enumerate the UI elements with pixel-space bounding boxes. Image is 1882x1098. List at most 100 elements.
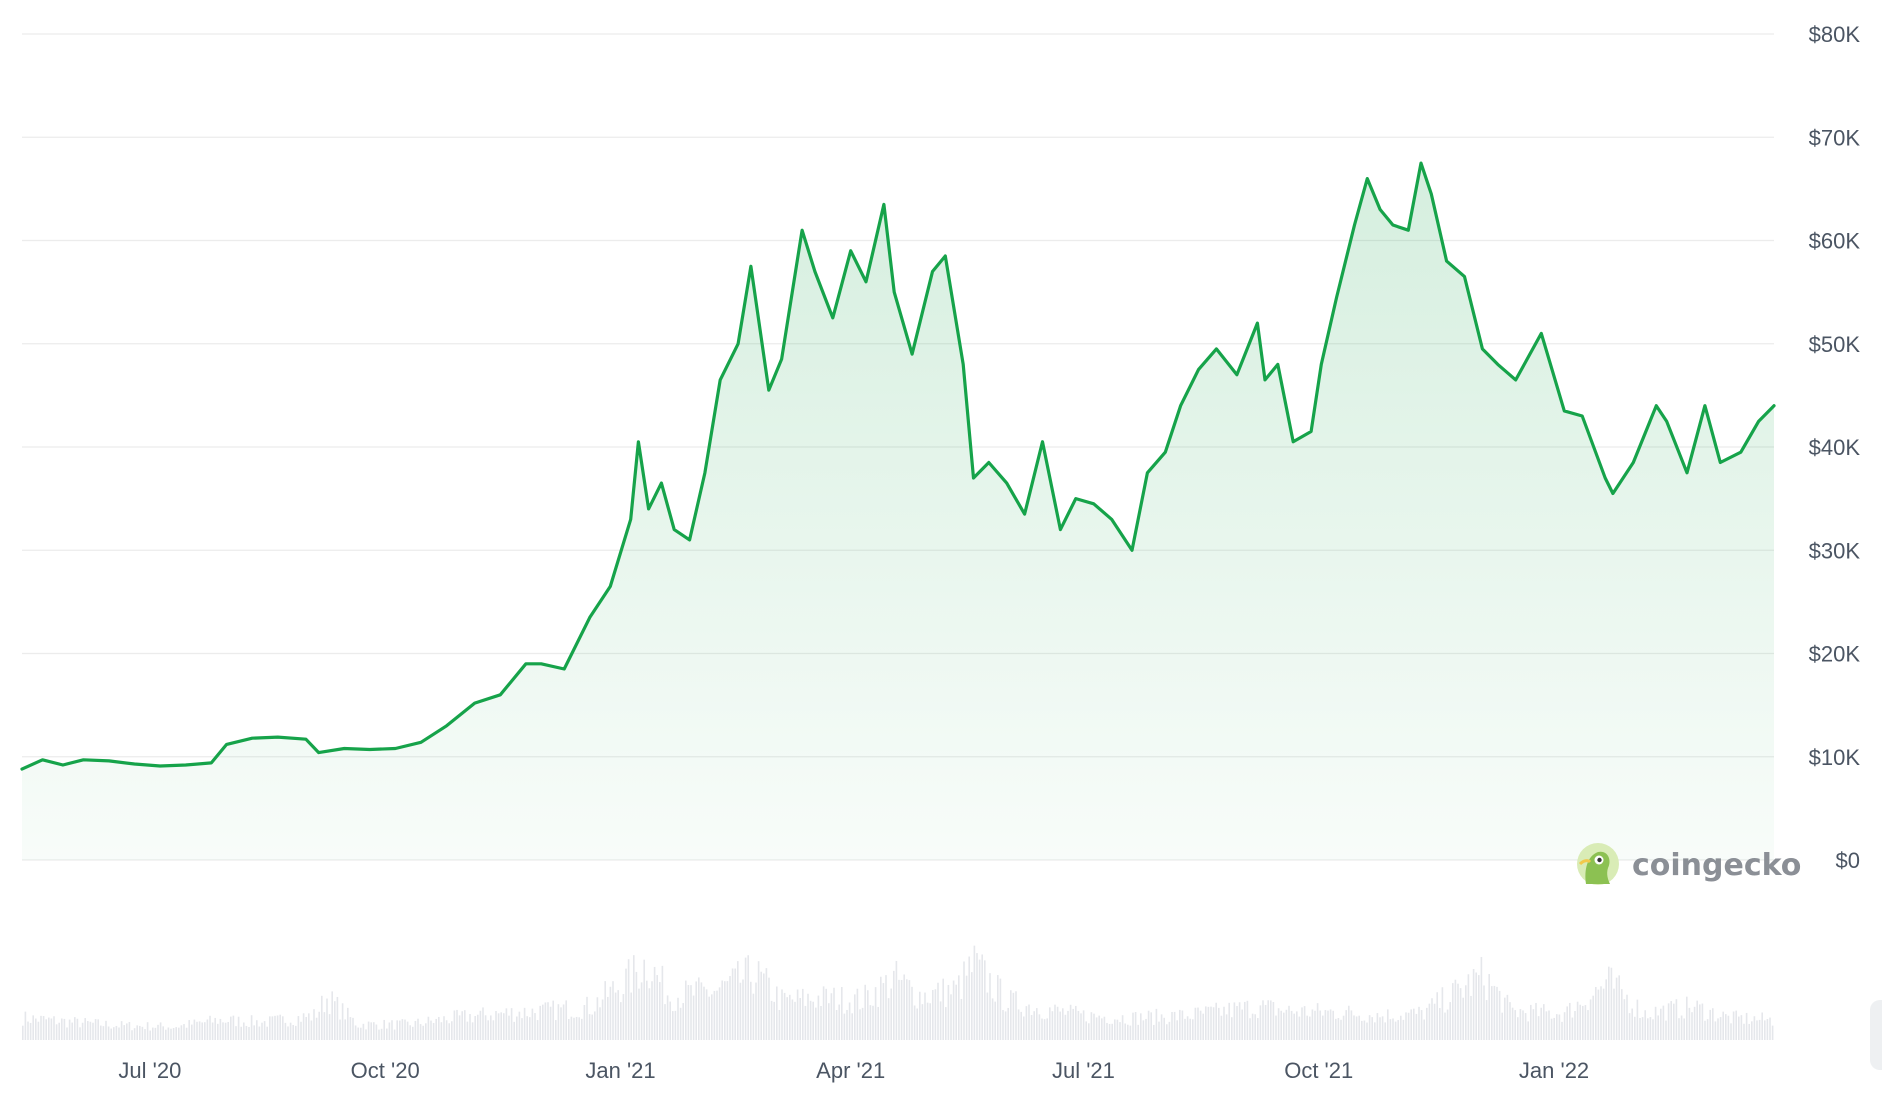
volume-bar [458, 1015, 461, 1040]
volume-bar [752, 993, 755, 1040]
volume-bar [1025, 1006, 1028, 1040]
volume-bar [978, 959, 981, 1040]
price-point [1685, 471, 1689, 475]
volume-bar [1166, 1024, 1168, 1040]
volume-bar [864, 984, 866, 1040]
volume-bar [1233, 1002, 1236, 1040]
volume-bar [1059, 1011, 1061, 1040]
price-point [1145, 471, 1149, 475]
volume-bar [204, 1022, 206, 1040]
volume-bar [1275, 1015, 1277, 1040]
volume-bar [1160, 1014, 1163, 1040]
volume-bar [1472, 968, 1475, 1040]
price-point [1214, 347, 1218, 351]
x-tick-label: Apr '21 [816, 1058, 885, 1083]
volume-bar [1051, 1011, 1054, 1040]
volume-bar [1483, 985, 1485, 1040]
volume-bar [669, 1001, 671, 1040]
volume-bar [552, 1000, 554, 1040]
volume-bar [1652, 1019, 1654, 1040]
volume-bar [1147, 1010, 1150, 1040]
volume-bar [1628, 1013, 1631, 1040]
side-panel-tab[interactable] [1870, 1000, 1882, 1070]
price-point [1319, 362, 1323, 366]
volume-bar [705, 989, 708, 1040]
volume-bar [1358, 1015, 1360, 1040]
y-tick-label: $0 [1836, 848, 1860, 873]
volume-bar [1303, 1006, 1306, 1040]
volume-bar [326, 998, 328, 1040]
volume-bar [1712, 1008, 1714, 1040]
volume-bar [1017, 1009, 1020, 1040]
volume-bar [607, 996, 609, 1040]
volume-bar [1467, 974, 1470, 1040]
y-tick-label: $10K [1809, 745, 1861, 770]
volume-bar [1631, 1008, 1633, 1040]
volume-bar [1119, 1022, 1121, 1040]
volume-bar [1231, 1017, 1233, 1040]
volume-bar [1324, 1010, 1327, 1040]
volume-bar [1480, 956, 1483, 1040]
volume-bar [123, 1025, 125, 1040]
volume-bar [1452, 983, 1454, 1040]
volume-bar [1145, 1018, 1147, 1040]
volume-bar [799, 997, 801, 1040]
volume-bar [1548, 1010, 1550, 1040]
volume-bar [724, 981, 726, 1040]
volume-bar [731, 968, 734, 1040]
volume-bar [141, 1026, 144, 1040]
volume-bar [263, 1021, 266, 1040]
volume-bar [929, 1003, 931, 1040]
volume-bar [53, 1016, 55, 1040]
price-point [629, 517, 633, 521]
volume-bar [126, 1023, 128, 1040]
volume-bar [214, 1017, 216, 1040]
volume-bar [375, 1024, 378, 1040]
volume-bar [848, 1002, 851, 1040]
price-point [943, 254, 947, 258]
volume-bar [1582, 1005, 1584, 1040]
volume-bar [1298, 1016, 1301, 1040]
volume-bar [349, 1017, 352, 1040]
volume-bar [781, 989, 783, 1040]
volume-bar [269, 1016, 271, 1040]
volume-bar [937, 982, 939, 1040]
price-point [1496, 362, 1500, 366]
volume-bar [1600, 986, 1602, 1040]
volume-bar [880, 976, 882, 1040]
volume-bar [1764, 1020, 1766, 1040]
volume-bar [1530, 1004, 1532, 1040]
volume-bar [1537, 1016, 1540, 1040]
volume-bar [1285, 1009, 1288, 1040]
volume-bar [677, 997, 679, 1040]
price-point [1235, 373, 1239, 377]
volume-bar [820, 1005, 822, 1040]
volume-bar [1028, 1004, 1030, 1040]
volume-bar [1605, 979, 1607, 1040]
volume-bar [664, 1004, 666, 1040]
volume-bar [1340, 1019, 1342, 1040]
volume-bar [1576, 1001, 1579, 1040]
volume-bar [1173, 1011, 1176, 1040]
volume-bar [1405, 1012, 1407, 1040]
price-point [1739, 450, 1743, 454]
volume-bar [404, 1019, 406, 1040]
volume-bar [287, 1026, 289, 1040]
volume-bar [29, 1022, 32, 1040]
price-point [971, 476, 975, 480]
volume-bar [276, 1015, 279, 1040]
volume-bar [734, 968, 736, 1040]
watermark-text: coingecko [1632, 848, 1801, 883]
volume-bar [802, 988, 804, 1040]
volume-bar [1647, 1018, 1649, 1040]
volume-bar [635, 971, 638, 1040]
volume-bar [427, 1016, 430, 1040]
volume-bar [1345, 1010, 1347, 1040]
volume-bar [71, 1022, 73, 1040]
volume-bar [1725, 1014, 1727, 1040]
volume-bar [638, 988, 640, 1040]
price-point [1179, 404, 1183, 408]
volume-bar [1293, 1013, 1295, 1040]
volume-bar [1665, 1020, 1667, 1040]
volume-bar [487, 1020, 489, 1040]
